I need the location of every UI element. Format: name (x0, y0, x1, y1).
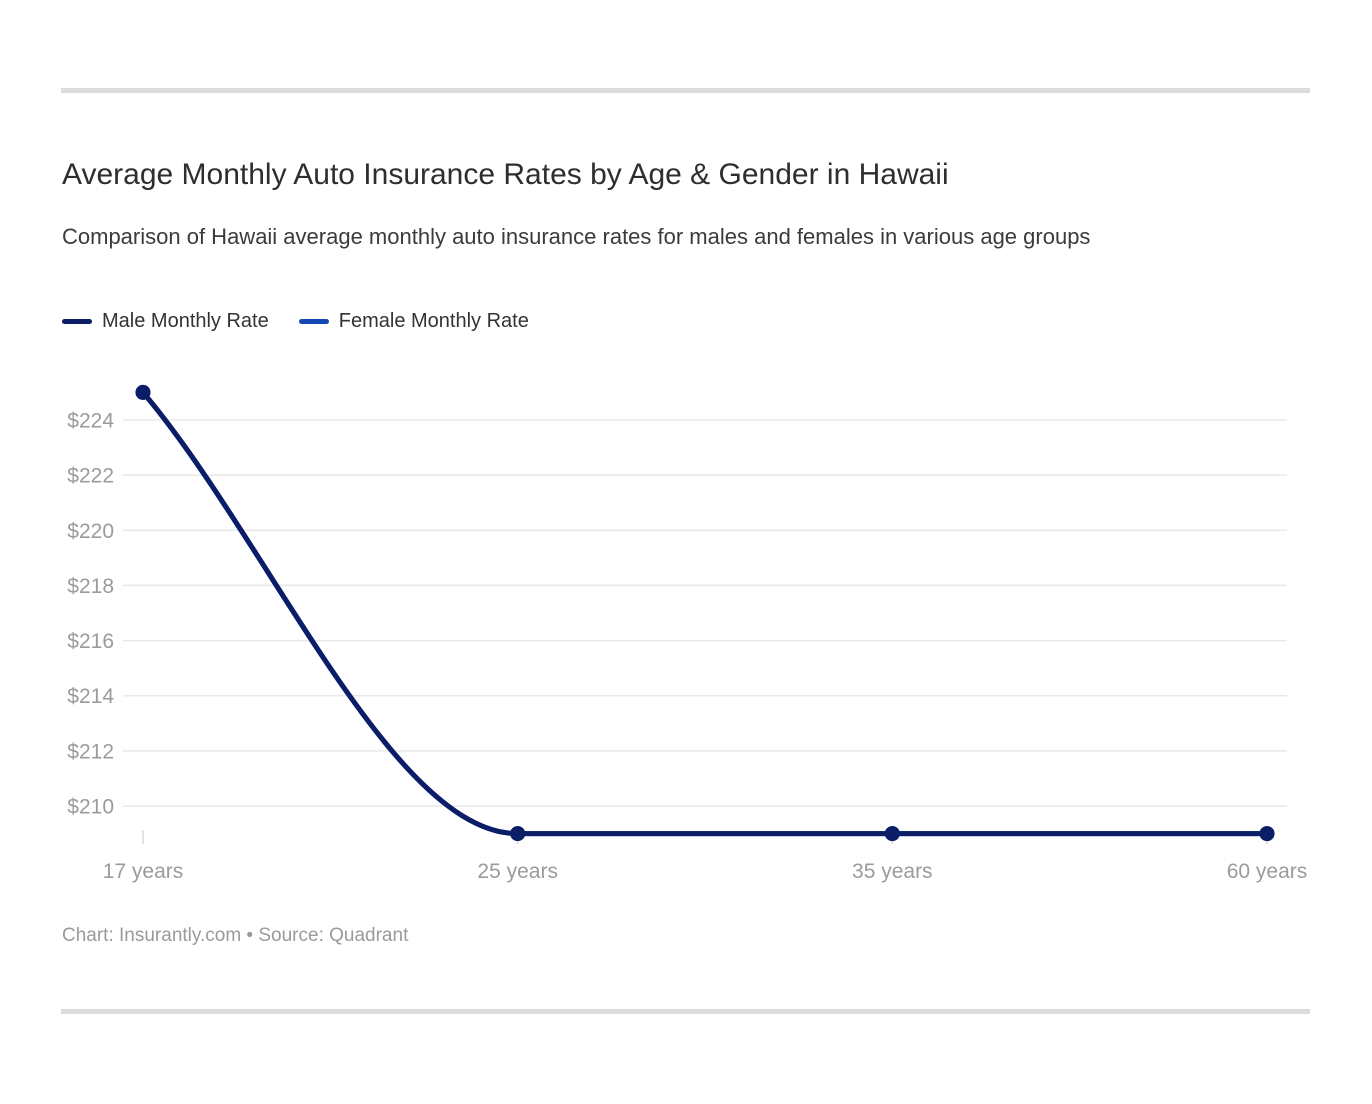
y-axis-tick-label: $220 (67, 520, 114, 543)
legend-label-male: Male Monthly Rate (102, 310, 269, 332)
legend-label-female: Female Monthly Rate (338, 310, 529, 332)
y-axis-tick-label: $222 (67, 465, 114, 488)
y-axis-tick-label: $212 (67, 740, 114, 763)
male-line-swatch-icon (62, 319, 92, 324)
legend-item-female: Female Monthly Rate (298, 310, 529, 333)
y-axis-tick-label: $224 (67, 410, 114, 433)
series-line (140, 389, 1270, 837)
line-chart-plot: $224 $222 $220 $218 $216 $214 $212 $210 17 years… (60, 370, 1312, 900)
chart-footer-attribution: Chart: Insurantly.com • Source: Quadrant (62, 925, 409, 946)
x-axis-tick-label: 35 years (852, 860, 933, 883)
y-axis-tick-label: $210 (67, 796, 114, 819)
x-axis-tick-label: 60 years (1227, 860, 1308, 883)
legend: Male Monthly Rate Female Monthly Rate (62, 310, 529, 333)
data-point (510, 826, 526, 842)
data-point (135, 384, 151, 400)
data-point (1259, 826, 1275, 842)
x-axis-tick-label: 17 years (103, 860, 184, 883)
female-line-swatch-icon (298, 319, 329, 324)
bottom-divider (61, 1009, 1310, 1014)
series-line (140, 389, 1270, 837)
chart-title: Average Monthly Auto Insurance Rates by … (62, 158, 949, 191)
line-chart-svg: $224 $222 $220 $218 $216 $214 $212 $210 17 years… (67, 384, 1308, 883)
data-point (884, 826, 900, 842)
y-axis-tick-label: $216 (67, 630, 114, 653)
legend-item-male: Male Monthly Rate (62, 310, 269, 333)
y-axis-tick-label: $218 (67, 575, 114, 598)
chart-subtitle: Comparison of Hawaii average monthly aut… (62, 224, 1091, 249)
x-axis-tick-label: 25 years (477, 860, 558, 883)
y-axis-tick-label: $214 (67, 685, 114, 708)
top-divider (61, 88, 1310, 93)
